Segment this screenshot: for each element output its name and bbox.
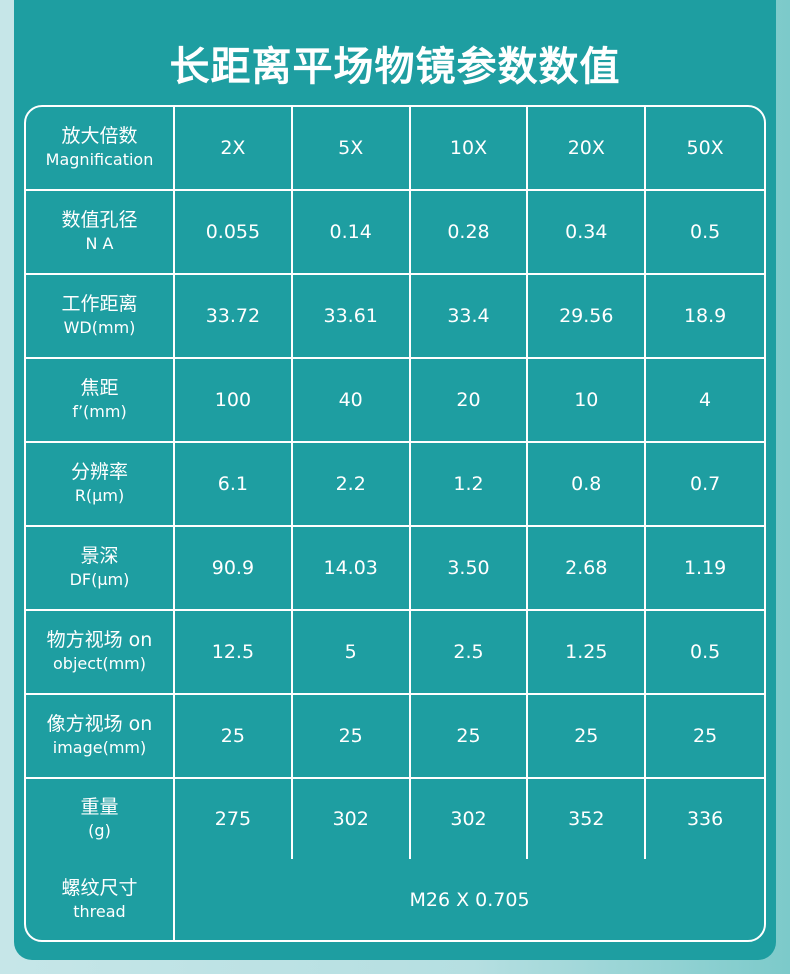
row-header: 像方视场 on image(mm) (26, 694, 175, 779)
table-cell: 5 (292, 610, 411, 695)
table-cell: 33.72 (175, 274, 293, 359)
table-cell: 302 (293, 778, 411, 860)
table-cell: 0.34 (528, 190, 647, 275)
table-cell: 2.2 (292, 442, 411, 527)
spec-card (14, 0, 776, 960)
table-row: 物方视场 on object(mm) 12.5 5 2.5 1.25 0.5 (26, 610, 764, 695)
table-row: 工作距离 WD(mm) 33.72 33.61 33.4 29.56 18.9 (26, 274, 764, 359)
row-header-cn: 分辨率 (70, 460, 128, 483)
table-row: 焦距 f’(mm) 100 40 20 10 4 (26, 358, 764, 443)
table-cell: 0.055 (175, 190, 293, 275)
table-cell: 33.4 (410, 274, 529, 359)
table-cell: 1.2 (410, 442, 529, 527)
row-header: 螺纹尺寸 thread (26, 859, 175, 940)
table-cell: 25 (410, 694, 529, 779)
table-cell: 352 (528, 778, 647, 860)
table-row: 数值孔径 N A 0.055 0.14 0.28 0.34 0.5 (26, 190, 764, 275)
table-row: 放大倍数 Magnification 2X 5X 10X 20X 50X (26, 107, 764, 191)
table-cell: 4 (646, 359, 764, 443)
table-cell: 2.5 (410, 610, 529, 695)
table-row: 重量 (g) 275 302 302 352 336 (26, 778, 764, 860)
row-header-en: object(mm) (53, 653, 146, 673)
table-cell: 0.14 (292, 190, 411, 275)
table-cell: 20 (410, 358, 529, 443)
row-header-en: DF(μm) (69, 569, 130, 589)
row-header-cn: 焦距 (80, 376, 119, 399)
row-header-cn: 工作距离 (61, 292, 138, 315)
row-header: 放大倍数 Magnification (26, 107, 175, 191)
table-cell: 0.28 (410, 190, 529, 275)
row-header-cn: 像方视场 on (46, 712, 153, 735)
table-cell: 50X (646, 107, 764, 191)
row-header: 焦距 f’(mm) (26, 358, 175, 443)
table-cell: 25 (646, 695, 764, 779)
row-header-cn: 景深 (80, 544, 119, 567)
table-cell: 20X (528, 107, 647, 191)
row-header-en: f’(mm) (72, 401, 127, 421)
thread-value: M26 X 0.705 (409, 888, 530, 911)
table-cell: 10X (410, 107, 529, 191)
table-cell: 40 (292, 358, 411, 443)
row-header-en: (g) (88, 821, 111, 841)
row-header-en: thread (73, 901, 126, 921)
table-row: 景深 DF(μm) 90.9 14.03 3.50 2.68 1.19 (26, 526, 764, 611)
row-header-en: N A (85, 233, 114, 253)
table-cell: 1.25 (528, 610, 647, 695)
row-header: 数值孔径 N A (26, 190, 175, 275)
table-cell: 2.68 (528, 526, 647, 611)
table-cell: 3.50 (410, 526, 529, 611)
row-header: 景深 DF(μm) (26, 526, 175, 611)
row-header-en: Magnification (45, 149, 154, 169)
table-cell: 18.9 (646, 275, 764, 359)
row-header: 工作距离 WD(mm) (26, 274, 175, 359)
table-cell: 1.19 (646, 527, 764, 611)
table-cell: 25 (528, 694, 647, 779)
table-cell: 100 (175, 358, 293, 443)
table-cell: 10 (528, 358, 647, 443)
row-header-en: WD(mm) (63, 317, 136, 337)
row-header-cn: 螺纹尺寸 (61, 876, 138, 899)
table-cell: 0.5 (646, 611, 764, 695)
table-cell: 90.9 (175, 526, 293, 611)
row-header-cn: 数值孔径 (61, 208, 138, 231)
table-cell: 302 (411, 778, 529, 860)
table-cell: 25 (292, 694, 411, 779)
row-header-cn: 物方视场 on (46, 628, 153, 651)
table-cell: 0.7 (646, 443, 764, 527)
table-cell: 12.5 (175, 610, 293, 695)
table-row: 分辨率 R(μm) 6.1 2.2 1.2 0.8 0.7 (26, 442, 764, 527)
table-cell: 29.56 (528, 274, 647, 359)
table-cell: 275 (175, 778, 293, 860)
table-cell: 14.03 (292, 526, 411, 611)
table-row-thread: 螺纹尺寸 thread M26 X 0.705 (26, 859, 764, 940)
row-header: 重量 (g) (26, 778, 175, 860)
table-row: 像方视场 on image(mm) 25 25 25 25 25 (26, 694, 764, 779)
row-header-cn: 重量 (80, 796, 119, 819)
table-cell: 5X (292, 107, 411, 191)
table-cell: 336 (686, 808, 724, 831)
row-header-en: R(μm) (74, 485, 125, 505)
table-cell: 25 (175, 694, 293, 779)
table-cell: 33.61 (292, 274, 411, 359)
row-header: 物方视场 on object(mm) (26, 610, 175, 695)
table-cell: 0.8 (528, 442, 647, 527)
table-cell: 6.1 (175, 442, 293, 527)
table-cell: 2X (175, 107, 293, 191)
row-header-cn: 放大倍数 (61, 124, 138, 147)
row-header-en: image(mm) (52, 737, 147, 757)
page-title: 长距离平场物镜参数数值 (169, 44, 621, 90)
table-cell: 0.5 (646, 191, 764, 275)
row-header: 分辨率 R(μm) (26, 442, 175, 527)
spec-table: 放大倍数 Magnification 2X 5X 10X 20X 50X 数值孔径 N A… (24, 105, 766, 942)
